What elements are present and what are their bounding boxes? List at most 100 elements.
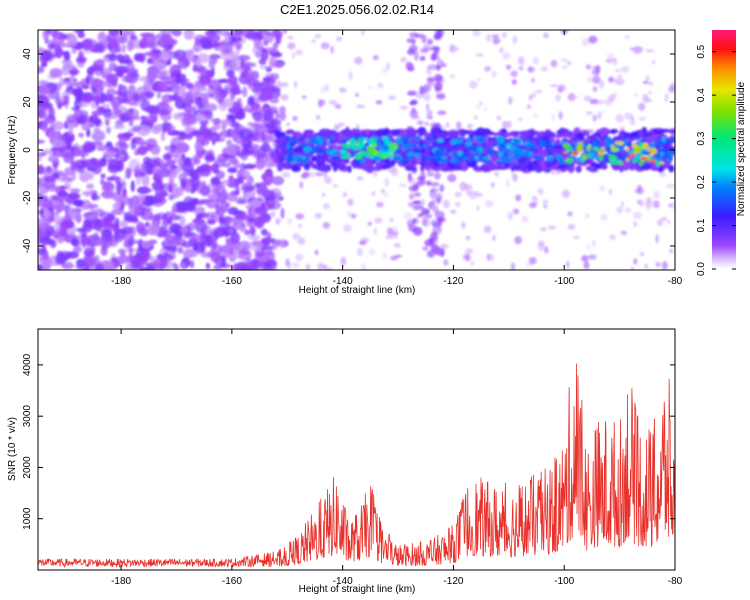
heatmap-cell: [585, 165, 596, 172]
heatmap-cell: [291, 163, 298, 172]
heatmap-cell: [374, 217, 383, 224]
y-tick-label: 0: [22, 147, 33, 153]
x-tick-label: -80: [668, 276, 683, 287]
heatmap-cell: [134, 55, 141, 60]
heatmap-cell: [225, 143, 238, 156]
heatmap-cell: [507, 155, 513, 160]
heatmap-cell: [340, 256, 347, 266]
spectrogram-ylabel: Frequency (Hz): [7, 116, 18, 185]
heatmap-cell: [247, 78, 257, 90]
heatmap-cell: [638, 131, 644, 139]
colorbar-label: Normalized spectral amplitude: [736, 81, 747, 216]
heatmap-cell: [215, 170, 225, 180]
heatmap-cell: [121, 132, 134, 138]
heatmap-cell: [347, 165, 352, 173]
heatmap-cell: [620, 230, 628, 236]
heatmap-cell: [661, 261, 668, 270]
heatmap-cell: [114, 142, 125, 148]
heatmap-cell: [589, 98, 599, 105]
heatmap-cell: [607, 53, 614, 58]
heatmap-cell: [624, 112, 633, 120]
heatmap-cell: [419, 48, 428, 54]
heatmap-cell: [589, 154, 599, 160]
heatmap-cell: [222, 98, 235, 108]
heatmap-cell: [616, 206, 623, 214]
heatmap-cell: [339, 87, 347, 93]
heatmap-cell: [634, 93, 638, 97]
heatmap-cell: [156, 192, 169, 197]
heatmap-cell: [100, 173, 106, 179]
heatmap-cell: [320, 164, 326, 169]
heatmap-cell: [439, 243, 449, 250]
heatmap-cell: [661, 136, 667, 143]
heatmap-cell: [125, 167, 133, 176]
heatmap-cell: [48, 130, 60, 141]
heatmap-cell: [670, 137, 675, 140]
heatmap-cell: [159, 79, 170, 90]
heatmap-cell: [325, 132, 338, 138]
heatmap-cell: [664, 93, 669, 103]
heatmap-cell: [138, 40, 145, 49]
heatmap-cell: [43, 251, 49, 262]
heatmap-cell: [442, 199, 450, 209]
heatmap-cell: [577, 149, 584, 153]
heatmap-cell: [416, 179, 422, 188]
heatmap-cell: [91, 95, 101, 102]
heatmap-cell: [101, 182, 116, 193]
heatmap-cell: [430, 53, 437, 61]
heatmap-cell: [320, 42, 330, 50]
heatmap-cell: [540, 141, 546, 147]
heatmap-cell: [120, 44, 127, 54]
heatmap-cell: [492, 234, 496, 242]
heatmap-cell: [57, 190, 68, 198]
heatmap-cell: [152, 126, 161, 135]
heatmap-cell: [585, 213, 590, 219]
heatmap-cell: [226, 192, 238, 202]
heatmap-cell: [636, 152, 643, 155]
heatmap-cell: [567, 224, 576, 230]
heatmap-cell: [320, 131, 327, 138]
heatmap-cell: [179, 215, 186, 227]
heatmap-cell: [529, 202, 537, 209]
heatmap-cell: [201, 148, 207, 155]
heatmap-cell: [87, 70, 94, 81]
heatmap-cell: [261, 245, 275, 251]
heatmap-cell: [456, 159, 462, 164]
heatmap-cell: [407, 143, 413, 150]
heatmap-cell: [253, 40, 265, 50]
heatmap-cell: [90, 114, 99, 119]
heatmap-cell: [234, 30, 244, 36]
heatmap-cell: [106, 88, 117, 96]
heatmap-cell: [112, 96, 118, 103]
heatmap-cell: [355, 92, 359, 98]
heatmap-cell: [228, 75, 238, 86]
heatmap-cell: [155, 212, 168, 220]
heatmap-cell: [38, 263, 42, 270]
heatmap-cell: [411, 115, 420, 120]
heatmap-cell: [541, 66, 548, 72]
heatmap-cell: [482, 164, 489, 173]
heatmap-cell: [537, 243, 546, 252]
colorbar-tick-label: 0.3: [696, 131, 707, 145]
heatmap-cell: [70, 237, 79, 247]
heatmap-cell: [249, 239, 263, 252]
y-tick-label: 2000: [22, 456, 33, 479]
heatmap-cell: [582, 154, 587, 160]
heatmap-cell: [200, 251, 214, 258]
heatmap-cell: [125, 262, 134, 270]
heatmap-cell: [633, 221, 638, 228]
heatmap-cell: [122, 59, 134, 65]
heatmap-cell: [219, 220, 230, 233]
heatmap-cell: [175, 142, 190, 154]
heatmap-cell: [237, 199, 247, 204]
heatmap-cell: [49, 183, 56, 189]
heatmap-cell: [435, 64, 441, 71]
heatmap-cell: [129, 205, 136, 216]
heatmap-cell: [637, 187, 644, 195]
heatmap-cell: [231, 110, 239, 115]
heatmap-cell: [204, 103, 218, 112]
heatmap-cell: [247, 234, 261, 240]
heatmap-cell: [146, 57, 154, 65]
heatmap-cell: [498, 46, 504, 54]
heatmap-cell: [367, 152, 372, 157]
